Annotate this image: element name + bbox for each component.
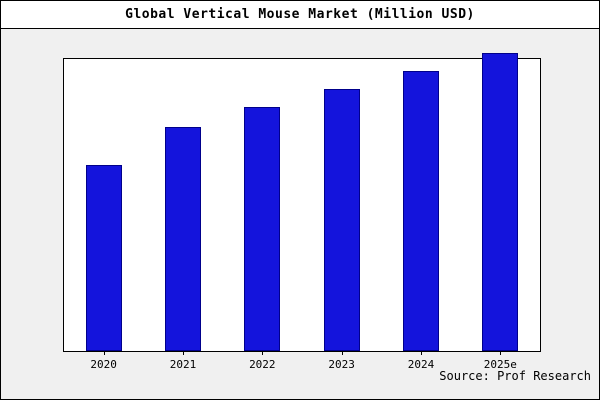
- tick-mark: [182, 351, 184, 355]
- x-tick-2025e: 2025e: [461, 351, 540, 371]
- bar-2020: [85, 165, 122, 351]
- x-tick-label: 2025e: [483, 358, 517, 371]
- tick-mark: [341, 351, 343, 355]
- tick-mark: [500, 351, 502, 355]
- bar-2021: [164, 127, 201, 351]
- bar-2025e: [482, 53, 519, 351]
- bar-2023: [323, 89, 360, 351]
- tick-mark: [103, 351, 105, 355]
- x-tick-label: 2020: [90, 358, 117, 371]
- x-tick-label: 2021: [169, 358, 197, 371]
- x-tick-2022: 2022: [223, 351, 302, 371]
- bar-2022: [244, 107, 281, 351]
- tick-mark: [262, 351, 264, 355]
- bar-slot: [302, 59, 381, 351]
- x-axis-labels: 2020 2021 2022 2023 2024 2025e: [64, 351, 540, 371]
- bars-container: [64, 53, 540, 351]
- source-credit: Source: Prof Research: [439, 369, 591, 383]
- bar-slot: [64, 59, 143, 351]
- x-tick-2020: 2020: [64, 351, 143, 371]
- bar-2024: [402, 71, 439, 351]
- x-tick-label: 2023: [328, 358, 355, 371]
- bar-slot: [223, 59, 302, 351]
- bar-slot: [381, 59, 460, 351]
- chart-title: Global Vertical Mouse Market (Million US…: [1, 1, 599, 29]
- tick-mark: [420, 351, 422, 355]
- bar-slot: [143, 59, 222, 351]
- plot-area: [63, 53, 541, 352]
- x-tick-2024: 2024: [381, 351, 460, 371]
- bar-slot: [461, 53, 540, 351]
- x-tick-2021: 2021: [143, 351, 222, 371]
- x-tick-label: 2024: [407, 358, 435, 371]
- x-tick-2023: 2023: [302, 351, 381, 371]
- x-tick-label: 2022: [249, 358, 276, 371]
